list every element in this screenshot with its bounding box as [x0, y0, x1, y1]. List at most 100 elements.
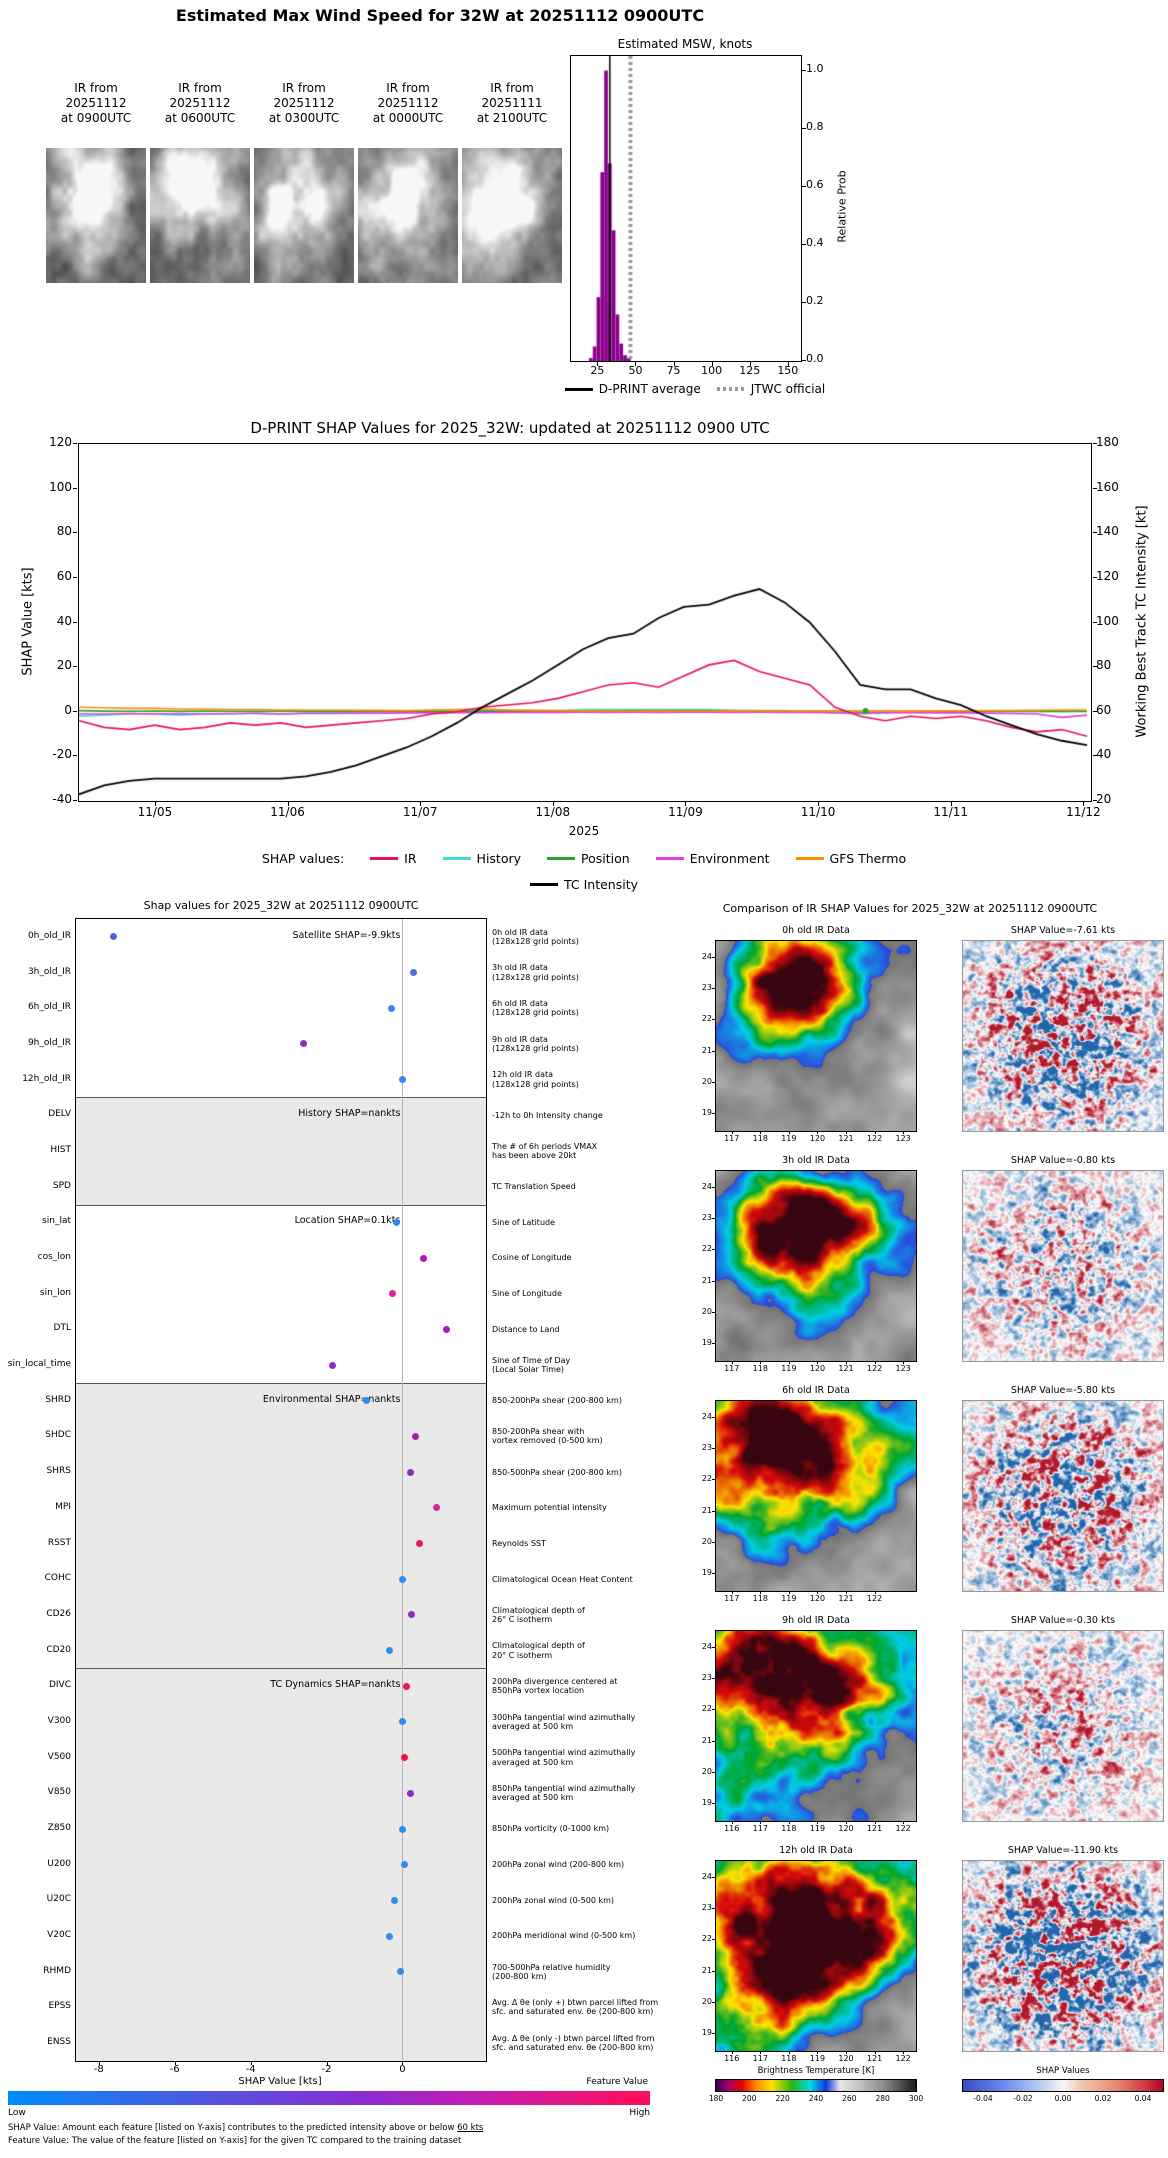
histogram-ytick: 0.8 [806, 119, 824, 133]
tick-mark [712, 1448, 715, 1450]
tick-mark [154, 802, 156, 806]
tick-mark [712, 1908, 715, 1910]
tick-mark [73, 666, 77, 668]
feature-desc: 300hPa tangential wind azimuthally averag… [492, 1713, 670, 1731]
ir-thumb-label: at 2100UTC [476, 111, 548, 125]
feature-desc: The # of 6h periods VMAX has been above 2… [492, 1142, 670, 1160]
tick-mark [712, 1050, 715, 1052]
footnote-shap-value: SHAP Value: Amount each feature [listed … [8, 2123, 668, 2133]
histogram-xtick: 100 [701, 364, 723, 377]
lat-tick: 23 [701, 1443, 712, 1453]
feature-colorbar [8, 2091, 650, 2105]
feature-desc-line: 200hPa zonal wind (0-500 km) [492, 1895, 614, 1905]
lon-tick: 122 [866, 1594, 883, 1603]
ir-data-image [715, 940, 917, 1132]
feature-desc-line: has been above 20kt [492, 1150, 577, 1160]
timeseries-ytick-right: 100 [1096, 613, 1119, 628]
feature-desc-line: Sine of Latitude [492, 1217, 556, 1227]
lon-tick: 117 [752, 1824, 768, 1833]
timeseries-ytick-right: 40 [1096, 747, 1112, 762]
tick-mark [1093, 532, 1097, 534]
feature-desc-line: averaged at 500 km [492, 1757, 574, 1767]
tick-mark [817, 1821, 819, 1824]
histogram-xtick: 25 [590, 364, 605, 377]
feature-name: SHRS [46, 1466, 71, 1477]
tick-mark [760, 1591, 762, 1594]
ir-data-title: 12h old IR Data [779, 1845, 853, 1856]
feature-desc-line: 200hPa zonal wind (200-800 km) [492, 1860, 625, 1870]
tick-mark [749, 362, 751, 366]
feature-name: 9h_old_IR [27, 1037, 71, 1048]
tick-mark [712, 957, 715, 959]
feature-desc: 850hPa vorticity (0-1000 km) [492, 1824, 670, 1833]
timeseries-ytick-right: 120 [1096, 568, 1119, 583]
feature-desc-line: 850hPa vorticity (0-1000 km) [492, 1824, 610, 1834]
tick-mark [802, 301, 806, 303]
tick-mark [788, 1591, 790, 1594]
legend-position: Position [547, 851, 630, 866]
feature-desc-line: 850hPa tangential wind azimuthally [492, 1784, 636, 1794]
legend-ir: IR [370, 851, 417, 866]
legend-dprint-average-label: D-PRINT average [598, 382, 701, 396]
tick-mark [174, 2061, 176, 2065]
feature-colorbar-low-label: Low [8, 2108, 26, 2118]
tick-mark [98, 2061, 100, 2065]
tick-mark [802, 243, 806, 245]
feature-desc: 850-200hPa shear with vortex removed (0-5… [492, 1427, 670, 1445]
lon-tick: 123 [895, 1134, 911, 1143]
shap-map-title: SHAP Value=-5.80 kts [1010, 1385, 1116, 1396]
timeseries-ytick-left: 40 [56, 613, 72, 628]
feature-group-band [76, 1668, 486, 2061]
tick-mark [788, 1131, 790, 1134]
histogram-ytick: 0.2 [806, 293, 824, 307]
tick-mark [731, 2051, 733, 2054]
feature-name: SPD [52, 1180, 71, 1191]
ir-thumb-image [46, 148, 146, 283]
tick-mark [402, 2061, 404, 2065]
feature-desc: Distance to Land [492, 1325, 670, 1334]
tick-mark [712, 1479, 715, 1481]
tick-mark [788, 2051, 790, 2054]
tick-mark [712, 1970, 715, 1972]
feature-dot [397, 1968, 405, 1976]
tick-mark [1093, 443, 1097, 444]
feature-name: DELV [48, 1109, 71, 1120]
legend-gfs-thermo-swatch [795, 857, 824, 860]
legend-jtwc-official-swatch [716, 387, 745, 391]
shap-colorbar-tick: 0.00 [1054, 2094, 1072, 2103]
feature-desc-line: Climatological depth of [492, 1641, 585, 1651]
feature-name: 6h_old_IR [27, 1002, 71, 1013]
lat-tick: 20 [701, 1996, 712, 2006]
tick-mark [903, 1131, 905, 1134]
ir-thumb-image [150, 148, 250, 283]
lat-tick: 19 [701, 1107, 712, 1117]
feature-dot [362, 1397, 370, 1405]
footnote-shap-value-text: SHAP Value: Amount each feature [listed … [8, 2123, 458, 2133]
feature-desc: 200hPa zonal wind (0-500 km) [492, 1896, 670, 1905]
shap-colorbar-tick: -0.04 [973, 2094, 993, 2103]
feature-name: cos_lon [37, 1252, 71, 1263]
feature-desc: Climatological depth of 20° C isotherm [492, 1641, 670, 1659]
tick-mark [712, 1112, 715, 1114]
timeseries-ytick-right: 180 [1096, 435, 1119, 449]
feature-name: V850 [47, 1787, 71, 1798]
feature-name: DTL [53, 1323, 71, 1334]
shap-map-title: SHAP Value=-11.90 kts [1007, 1845, 1119, 1856]
footnote-feature-value: Feature Value: The value of the feature … [8, 2136, 462, 2146]
legend-gfs-thermo: GFS Thermo [795, 851, 906, 866]
lon-tick: 119 [809, 2054, 826, 2063]
shap-values-colorbar [962, 2079, 1164, 2092]
timeseries-legend-row2: TC Intensity [84, 877, 1084, 892]
feature-desc-line: sfc. and saturated env. θe (200-800 km) [492, 2043, 654, 2053]
feature-desc-line: 850-500hPa shear (200-800 km) [492, 1467, 622, 1477]
feature-desc-line: (128x128 grid points) [492, 1043, 579, 1053]
tick-mark [846, 1131, 847, 1134]
shap-map-title: SHAP Value=-7.61 kts [1010, 925, 1116, 936]
histogram-ytick: 1.0 [806, 61, 824, 75]
lat-tick: 21 [701, 1965, 712, 1975]
feature-desc: 200hPa zonal wind (200-800 km) [492, 1860, 670, 1869]
tick-mark [874, 1131, 876, 1134]
legend-environment-swatch [655, 857, 684, 860]
tick-mark [802, 127, 806, 129]
feature-dot [412, 1432, 420, 1440]
